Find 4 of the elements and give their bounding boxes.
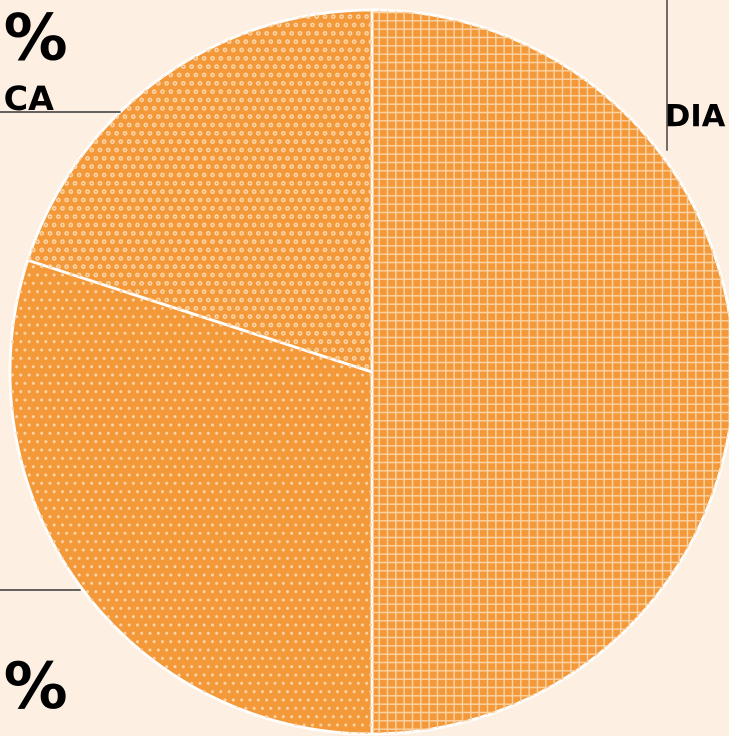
text: CA: [5, 85, 54, 110]
text: %: [6, 12, 66, 60]
text: %: [6, 660, 66, 709]
text: DIA: [668, 104, 726, 126]
